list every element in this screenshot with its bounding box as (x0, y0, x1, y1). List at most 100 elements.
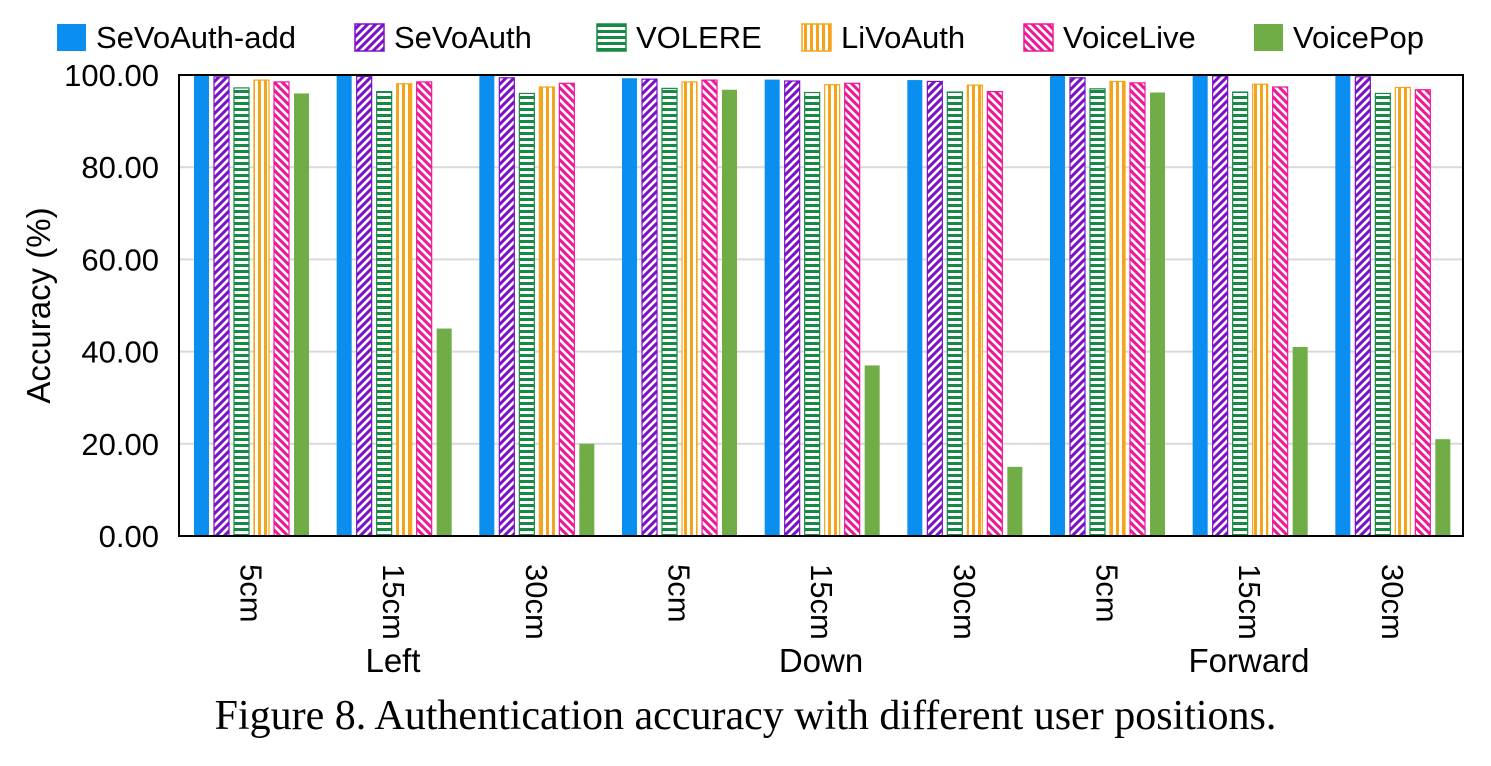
x-tick-label: 15cm (1232, 564, 1267, 640)
bar-voicelive-6 (1129, 82, 1146, 537)
bar-voicepop-0 (294, 93, 309, 536)
bar-sevoauth-add-0 (194, 75, 209, 536)
x-tick-label: 30cm (519, 564, 554, 640)
bar-volere-1 (376, 90, 393, 537)
category-groups: Left Down Forward (365, 642, 1309, 679)
bar-sevoauth-add-4 (764, 79, 780, 537)
legend-item-sevoauth-add: SeVoAuth-add (57, 20, 296, 55)
bar-sevoauth-4 (784, 80, 801, 537)
legend-label: SeVoAuth (394, 20, 532, 55)
bar-voicepop-5 (1007, 466, 1023, 536)
grid-lines (179, 166, 1463, 445)
bar-sevoauth-5 (926, 80, 943, 537)
y-tick-label: 100.00 (64, 58, 159, 93)
bar-livoauth-4 (824, 84, 841, 537)
group-label-down: Down (779, 642, 863, 679)
plot-frame (178, 74, 1464, 537)
x-tick-label: 5cm (234, 564, 269, 623)
x-tick-label: 15cm (804, 564, 839, 640)
legend-item-sevoauth: SeVoAuth (354, 20, 532, 55)
bar-sevoauth-2 (498, 77, 515, 537)
x-tick-label: 5cm (662, 564, 697, 623)
bar-livoauth-5 (966, 84, 983, 537)
legend-swatch (1023, 23, 1054, 52)
bar-voicelive-7 (1272, 86, 1289, 537)
legend-item-volere: VOLERE (596, 20, 762, 55)
legend-item-voicelive: VoiceLive (1023, 20, 1196, 55)
y-tick-label: 60.00 (81, 242, 159, 277)
bar-voicelive-4 (844, 82, 861, 537)
group-label-left: Left (365, 642, 420, 679)
bar-voicelive-8 (1414, 89, 1431, 537)
bar-livoauth-8 (1394, 86, 1411, 537)
bar-sevoauth-add-2 (479, 75, 495, 536)
bar-sevoauth-3 (641, 78, 658, 537)
bar-volere-5 (946, 91, 963, 537)
legend-label: VoicePop (1293, 20, 1424, 55)
x-tick-label: 15cm (376, 564, 411, 640)
x-tick-label: 5cm (1090, 564, 1125, 623)
bar-volere-7 (1232, 91, 1249, 537)
bar-voicelive-2 (558, 82, 575, 537)
legend-label: VOLERE (636, 20, 762, 55)
bar-voicepop-1 (436, 328, 452, 536)
y-axis-ticks: 0.00 20.00 40.00 60.00 80.00 100.00 (64, 58, 159, 554)
legend-item-voicepop: VoicePop (1254, 20, 1424, 55)
y-tick-label: 40.00 (81, 335, 159, 370)
bar-voicepop-2 (579, 443, 595, 536)
bar-sevoauth-8 (1354, 76, 1371, 537)
legend-label: VoiceLive (1063, 20, 1196, 55)
legend-swatch (354, 23, 385, 52)
legend-item-livoauth: LiVoAuth (801, 20, 965, 55)
bar-sevoauth-7 (1212, 75, 1229, 537)
bar-voicepop-6 (1150, 92, 1165, 536)
bar-sevoauth-add-8 (1335, 75, 1351, 536)
bar-sevoauth-add-1 (336, 75, 352, 536)
bar-sevoauth-add-5 (907, 80, 923, 537)
bar-livoauth-0 (253, 79, 270, 537)
bar-volere-4 (804, 91, 821, 537)
legend-swatch (596, 23, 627, 52)
bar-voicelive-3 (701, 79, 718, 537)
x-axis-ticks: 5cm 15cm 30cm 5cm 15cm 30cm 5cm 15cm 30cm (234, 564, 1410, 640)
bar-chart: SeVoAuth-add SeVoAuth VOLERE LiVoAuth VoiceL… (20, 20, 1464, 679)
legend: SeVoAuth-add SeVoAuth VOLERE LiVoAuth VoiceL… (57, 20, 1424, 55)
bar-voicepop-8 (1435, 439, 1451, 536)
x-tick-label: 30cm (947, 564, 982, 640)
bar-volere-8 (1374, 92, 1391, 537)
bar-livoauth-3 (681, 81, 698, 537)
bar-voicepop-4 (864, 365, 880, 536)
bar-sevoauth-1 (356, 75, 373, 537)
group-label-forward: Forward (1188, 642, 1309, 679)
bar-livoauth-7 (1252, 83, 1269, 537)
legend-swatch (57, 24, 86, 51)
bar-sevoauth-0 (213, 76, 230, 537)
y-tick-label: 20.00 (81, 427, 159, 462)
bar-sevoauth-add-7 (1192, 75, 1208, 536)
bar-livoauth-2 (538, 86, 555, 537)
legend-label: LiVoAuth (841, 20, 965, 55)
bar-sevoauth-add-3 (622, 78, 637, 537)
bar-voicelive-0 (273, 81, 290, 537)
bar-livoauth-6 (1109, 80, 1126, 537)
bar-voicepop-3 (722, 89, 737, 536)
bar-volere-3 (661, 87, 678, 537)
bar-sevoauth-add-6 (1050, 75, 1065, 536)
bar-voicelive-5 (986, 90, 1003, 537)
x-tick-label: 30cm (1375, 564, 1410, 640)
bar-sevoauth-6 (1069, 77, 1086, 537)
bar-volere-2 (518, 92, 535, 537)
bar-voicepop-7 (1292, 346, 1308, 536)
y-tick-label: 80.00 (81, 150, 159, 185)
legend-swatch (1254, 24, 1283, 51)
bar-livoauth-1 (396, 83, 413, 537)
legend-label: SeVoAuth-add (96, 20, 296, 55)
y-tick-label: 0.00 (99, 519, 159, 554)
bar-voicelive-1 (416, 81, 433, 537)
legend-swatch (801, 23, 832, 52)
bar-volere-6 (1089, 88, 1106, 537)
bars (194, 75, 1451, 537)
y-axis-label: Accuracy (%) (20, 207, 57, 403)
bar-volere-0 (233, 87, 250, 537)
figure-caption: Figure 8. Authentication accuracy with d… (214, 693, 1277, 739)
